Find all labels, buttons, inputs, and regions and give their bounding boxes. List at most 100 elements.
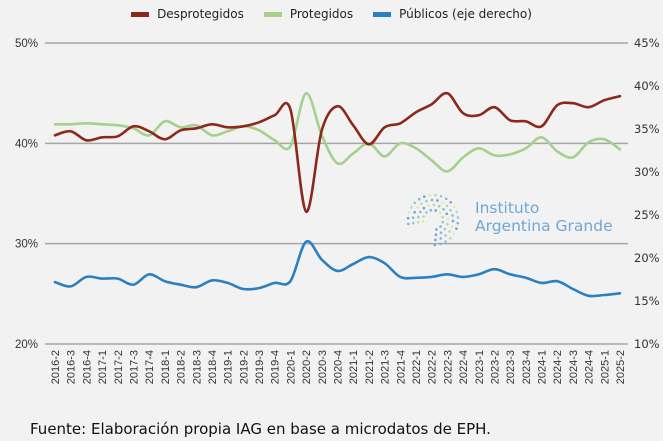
y-tick-label-right: 35%	[634, 122, 660, 136]
logo-dot	[411, 221, 415, 225]
y-tick-label-right: 45%	[634, 36, 660, 50]
x-tick-label: 2021-1	[348, 350, 360, 384]
logo-dot	[435, 228, 438, 231]
source-note: Fuente: Elaboración propia IAG en base a…	[30, 420, 491, 438]
logo-dot	[407, 211, 411, 214]
x-tick-label: 2017-3	[128, 350, 140, 384]
legend-label-publicos: Públicos (eje derecho)	[399, 7, 532, 21]
x-tick-label: 2018-4	[207, 350, 219, 384]
logo-dots-icon	[406, 193, 460, 247]
chart-legend: Desprotegidos Protegidos Públicos (eje d…	[0, 7, 663, 21]
y-tick-label-right: 20%	[634, 251, 660, 265]
logo-dot	[456, 221, 460, 225]
series-line-protegidos	[53, 91, 622, 173]
x-tick-label: 2021-3	[380, 350, 392, 384]
x-tick-label: 2023-4	[521, 350, 533, 384]
y-tick-label-left: 30%	[15, 239, 38, 251]
logo-dot	[407, 222, 410, 226]
legend-swatch-desprotegidos	[131, 11, 150, 17]
logo-dot	[452, 232, 456, 236]
series-line-desprotegidos	[53, 91, 622, 213]
x-tick-label: 2022-4	[458, 350, 470, 384]
logo-dot	[432, 203, 436, 207]
x-tick-label: 2019-2	[238, 350, 250, 384]
x-tick-label: 2024-3	[568, 350, 580, 384]
legend-label-protegidos: Protegidos	[289, 7, 354, 21]
x-tick-label: 2023-1	[474, 350, 486, 384]
x-tick-label: 2021-2	[364, 350, 376, 384]
logo-dot	[441, 220, 445, 224]
logo-dot	[455, 210, 458, 214]
legend-item-publicos: Públicos (eje derecho)	[373, 7, 532, 21]
logo-dot	[445, 212, 448, 216]
logo-dot	[416, 221, 420, 224]
legend-swatch-publicos	[373, 11, 392, 17]
legend-item-desprotegidos: Desprotegidos	[131, 7, 244, 21]
x-tick-label: 2018-1	[160, 350, 172, 384]
x-tick-label: 2020-1	[285, 350, 297, 384]
x-tick-label: 2020-2	[301, 350, 313, 384]
logo-dot	[416, 206, 419, 209]
x-tick-label: 2024-1	[537, 350, 549, 384]
line-chart: 20% 30% 40% 50% 10% 15% 20% 25% 30% 35% 40% 45% 2016…	[15, 36, 660, 384]
logo-dot	[428, 193, 432, 197]
iag-logo: Instituto Argentina Grande	[405, 193, 615, 248]
logo-dot	[439, 195, 443, 198]
legend-label-desprotegidos: Desprotegidos	[157, 7, 244, 21]
x-tick-label: 2019-1	[223, 350, 235, 384]
x-tick-label: 2025-1	[599, 350, 611, 384]
x-tick-label: 2016-2	[50, 350, 62, 384]
x-tick-label: 2017-1	[97, 350, 109, 384]
logo-dot	[439, 231, 443, 234]
logo-dot	[437, 205, 441, 208]
logo-dot	[450, 225, 454, 228]
x-tick-label: 2018-3	[191, 350, 203, 384]
logo-dot	[441, 215, 444, 219]
y-tick-label-right: 15%	[634, 294, 660, 308]
logo-dot	[434, 238, 437, 242]
y-tick-label-right: 10%	[634, 337, 660, 351]
legend-item-protegidos: Protegidos	[263, 7, 354, 21]
logo-dot	[434, 233, 438, 236]
series-line-publicos	[53, 239, 622, 298]
logo-dot	[423, 195, 426, 198]
logo-dot	[438, 211, 442, 215]
logo-dot	[444, 240, 447, 243]
x-tick-label: 2018-2	[176, 350, 188, 384]
logo-dot	[406, 216, 410, 220]
logo-dot	[439, 237, 443, 240]
logo-text: Instituto Argentina Grande	[475, 199, 613, 235]
x-tick-label: 2022-2	[427, 350, 439, 384]
logo-dot	[449, 209, 452, 212]
logo-dot	[445, 204, 449, 208]
logo-dot	[429, 208, 433, 212]
x-tick-label: 2017-2	[113, 350, 125, 384]
logo-dot	[449, 201, 452, 204]
logo-dot	[430, 198, 434, 202]
logo-dot	[448, 230, 451, 233]
logo-dot	[446, 217, 450, 221]
logo-dot	[425, 199, 428, 203]
logo-dot	[434, 209, 438, 212]
logo-line-1: Instituto	[475, 199, 540, 217]
logo-dot	[452, 205, 456, 209]
logo-dot	[422, 206, 426, 210]
x-tick-label: 2024-4	[584, 350, 596, 384]
x-tick-label: 2020-3	[317, 350, 329, 384]
y-tick-label-left: 20%	[15, 339, 38, 351]
logo-dot	[441, 201, 444, 204]
x-tick-label: 2025-2	[615, 350, 627, 384]
y-tick-label-right: 25%	[634, 208, 660, 222]
legend-swatch-protegidos	[263, 11, 282, 17]
logo-dot	[422, 215, 425, 218]
y-tick-label-left: 40%	[15, 138, 38, 150]
x-tick-label: 2019-3	[254, 350, 266, 384]
logo-dot	[434, 193, 437, 197]
logo-dot	[413, 201, 417, 205]
logo-dot	[442, 208, 445, 211]
x-tick-label: 2016-3	[66, 350, 78, 384]
logo-dot	[439, 225, 442, 228]
logo-line-2: Argentina Grande	[475, 217, 613, 235]
x-tick-label: 2021-4	[395, 350, 407, 384]
x-tick-label: 2023-2	[489, 350, 501, 384]
